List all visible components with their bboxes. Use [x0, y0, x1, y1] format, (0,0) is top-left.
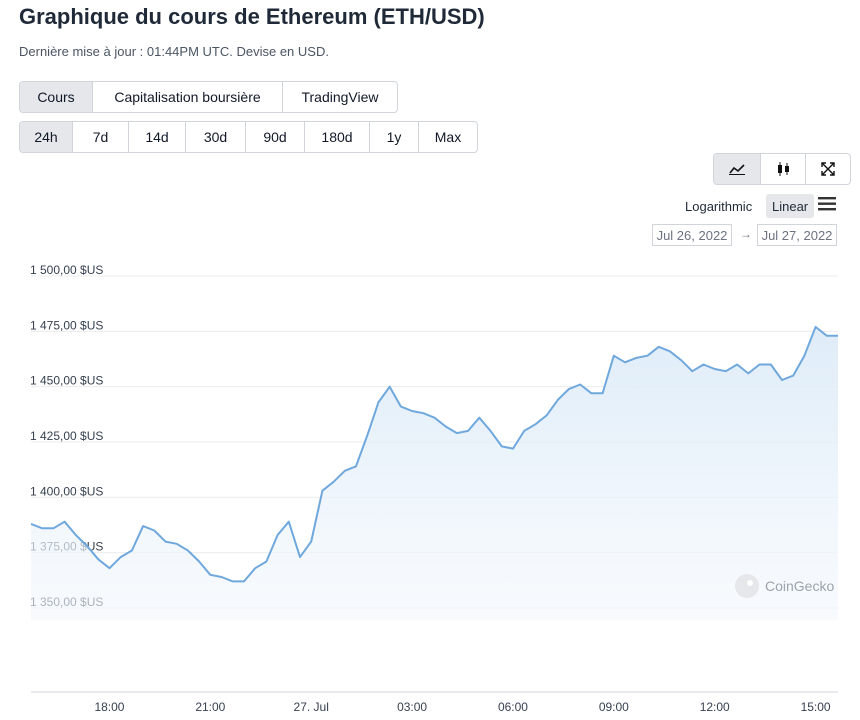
watermark: CoinGecko: [735, 574, 834, 598]
range-button[interactable]: 7d: [73, 122, 129, 152]
expand-icon: [821, 162, 835, 176]
date-separator: →: [740, 227, 752, 241]
y-tick-label: 1 475,00 $US: [30, 318, 103, 332]
x-tick-label: 27. Jul: [294, 700, 329, 714]
range-group: 24h 7d 14d 30d 90d 180d 1y Max: [19, 121, 478, 153]
y-tick-label: 1 450,00 $US: [30, 374, 103, 388]
range-button[interactable]: 24h: [20, 122, 73, 152]
date-to[interactable]: Jul 27, 2022: [757, 224, 837, 246]
x-tick-label: 12:00: [700, 700, 730, 714]
page-subtitle: Dernière mise à jour : 01:44PM UTC. Devi…: [19, 44, 329, 59]
line-icon: [729, 164, 745, 175]
price-line: [30, 325, 838, 583]
line-chart-button[interactable]: [714, 154, 761, 184]
x-tick-label: 21:00: [195, 700, 225, 714]
watermark-icon-eye: [747, 580, 753, 586]
candle-icon: [778, 162, 789, 176]
y-tick-label: 1 425,00 $US: [30, 429, 103, 443]
price-area: [31, 326, 838, 620]
x-tick-label: 15:00: [801, 700, 831, 714]
fullscreen-button[interactable]: [806, 154, 850, 184]
log-scale-button[interactable]: Logarithmic: [685, 198, 753, 214]
tab-group: Cours Capitalisation boursière TradingView: [19, 81, 398, 113]
x-tick-label: 03:00: [397, 700, 427, 714]
range-button[interactable]: 30d: [186, 122, 246, 152]
tab-button[interactable]: Capitalisation boursière: [93, 82, 283, 112]
y-tick-label: 1 400,00 $US: [30, 484, 103, 498]
linear-scale-button[interactable]: Linear: [766, 194, 815, 218]
page-title: Graphique du cours de Ethereum (ETH/USD): [19, 4, 485, 29]
x-tick-label: 09:00: [599, 700, 629, 714]
range-button[interactable]: Max: [434, 129, 462, 145]
y-tick-label: 1 500,00 $US: [30, 263, 103, 277]
menu-button[interactable]: [818, 196, 836, 212]
range-button[interactable]: 180d: [305, 122, 370, 152]
range-button[interactable]: 1y: [370, 122, 419, 152]
candlestick-button[interactable]: [761, 154, 806, 184]
x-tick-label: 18:00: [94, 700, 124, 714]
watermark-icon: [735, 574, 759, 598]
chart-style-group: [713, 153, 851, 185]
x-tick-label: 06:00: [498, 700, 528, 714]
range-button[interactable]: 14d: [129, 122, 186, 152]
range-button[interactable]: 90d: [246, 122, 305, 152]
watermark-text: CoinGecko: [765, 578, 834, 594]
tab-button[interactable]: Cours: [20, 82, 93, 112]
tab-button[interactable]: TradingView: [301, 89, 379, 105]
date-from[interactable]: Jul 26, 2022: [652, 224, 732, 246]
